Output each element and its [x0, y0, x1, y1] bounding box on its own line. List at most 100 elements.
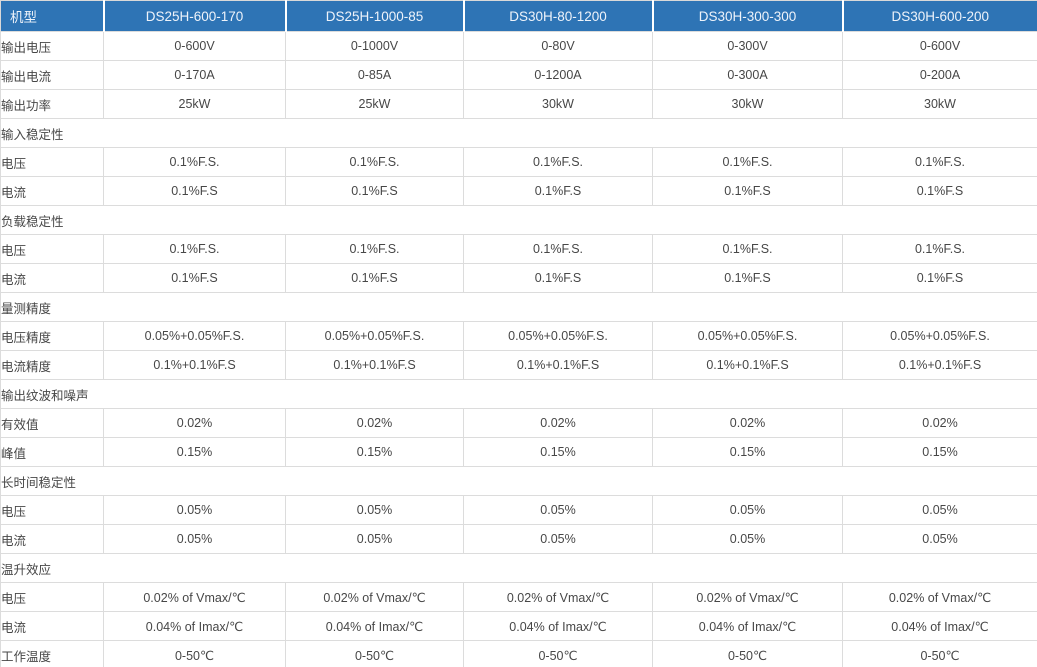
spec-value: 0.1%F.S.: [652, 147, 843, 177]
spec-value: 0.1%F.S: [463, 263, 653, 293]
row-label: 输出电流: [0, 60, 104, 90]
spec-value: 0.1%F.S: [842, 176, 1037, 206]
spec-value: 0.04% of Imax/℃: [463, 611, 653, 641]
spec-value: 0.1%F.S.: [285, 234, 464, 264]
row-label: 电流: [0, 176, 104, 206]
spec-value: 0.02%: [285, 408, 464, 438]
spec-value: 0.05%+0.05%F.S.: [652, 321, 843, 351]
spec-value: 0-50℃: [463, 640, 653, 667]
row-label: 电压精度: [0, 321, 104, 351]
section-label: 长时间稳定性: [0, 466, 1037, 496]
table-row: 输出电压 0-600V 0-1000V 0-80V 0-300V 0-600V: [0, 31, 1037, 61]
spec-table-body: 输出电压 0-600V 0-1000V 0-80V 0-300V 0-600V 输出电流 0-…: [0, 31, 1037, 667]
spec-value: 0.15%: [103, 437, 286, 467]
spec-value: 0.02%: [463, 408, 653, 438]
spec-value: 0.1%F.S.: [652, 234, 843, 264]
table-row: 电流 0.05% 0.05% 0.05% 0.05% 0.05%: [0, 524, 1037, 554]
spec-value: 0.02%: [652, 408, 843, 438]
spec-value: 0.1%F.S: [652, 176, 843, 206]
spec-value: 0.15%: [285, 437, 464, 467]
spec-value: 0.1%+0.1%F.S: [842, 350, 1037, 380]
spec-value: 0.05%: [463, 524, 653, 554]
table-row: 电流精度 0.1%+0.1%F.S 0.1%+0.1%F.S 0.1%+0.1%F.S…: [0, 350, 1037, 380]
table-row: 电流 0.1%F.S 0.1%F.S 0.1%F.S 0.1%F.S 0.1%F.S: [0, 263, 1037, 293]
row-label: 电压: [0, 495, 104, 525]
section-row: 输入稳定性: [0, 118, 1037, 148]
spec-value: 0.1%F.S.: [103, 234, 286, 264]
spec-value: 0.02%: [103, 408, 286, 438]
spec-value: 0-1000V: [285, 31, 464, 61]
section-row: 温升效应: [0, 553, 1037, 583]
spec-value: 0.04% of Imax/℃: [285, 611, 464, 641]
spec-value: 0.1%F.S: [842, 263, 1037, 293]
section-label: 温升效应: [0, 553, 1037, 583]
spec-value: 0.02% of Vmax/℃: [652, 582, 843, 612]
spec-value: 0.05%+0.05%F.S.: [285, 321, 464, 351]
table-row: 输出电流 0-170A 0-85A 0-1200A 0-300A 0-200A: [0, 60, 1037, 90]
spec-value: 0.1%F.S: [652, 263, 843, 293]
spec-table-header: 机型 DS25H-600-170 DS25H-1000-85 DS30H-80-…: [0, 0, 1037, 32]
spec-value: 0.1%F.S: [103, 176, 286, 206]
section-row: 长时间稳定性: [0, 466, 1037, 496]
row-label: 峰值: [0, 437, 104, 467]
spec-value: 0.02% of Vmax/℃: [842, 582, 1037, 612]
table-row: 电流 0.1%F.S 0.1%F.S 0.1%F.S 0.1%F.S 0.1%F.S: [0, 176, 1037, 206]
table-row: 有效值 0.02% 0.02% 0.02% 0.02% 0.02%: [0, 408, 1037, 438]
spec-value: 0.02%: [842, 408, 1037, 438]
spec-value: 0.1%F.S.: [463, 147, 653, 177]
spec-value: 0.04% of Imax/℃: [103, 611, 286, 641]
row-label: 电流: [0, 524, 104, 554]
spec-value: 0.05%: [103, 495, 286, 525]
row-label: 工作温度: [0, 640, 104, 667]
row-label: 输出电压: [0, 31, 104, 61]
spec-value: 0.05%: [652, 495, 843, 525]
spec-value: 0.04% of Imax/℃: [842, 611, 1037, 641]
table-row: 电压 0.1%F.S. 0.1%F.S. 0.1%F.S. 0.1%F.S. 0.1%F.…: [0, 234, 1037, 264]
spec-value: 0.1%F.S: [285, 263, 464, 293]
spec-value: 0.02% of Vmax/℃: [463, 582, 653, 612]
spec-value: 0-80V: [463, 31, 653, 61]
header-model-5: DS30H-600-200: [841, 0, 1037, 32]
header-model-4: DS30H-300-300: [651, 0, 843, 32]
spec-value: 0.1%F.S: [285, 176, 464, 206]
spec-value: 0-600V: [842, 31, 1037, 61]
spec-value: 0.05%+0.05%F.S.: [463, 321, 653, 351]
table-row: 电压 0.1%F.S. 0.1%F.S. 0.1%F.S. 0.1%F.S. 0.1%F.…: [0, 147, 1037, 177]
spec-value: 0-170A: [103, 60, 286, 90]
table-row: 电流 0.04% of Imax/℃ 0.04% of Imax/℃ 0.04% of…: [0, 611, 1037, 641]
section-row: 量测精度: [0, 292, 1037, 322]
spec-value: 0.1%+0.1%F.S: [285, 350, 464, 380]
spec-value: 0.15%: [842, 437, 1037, 467]
spec-value: 0.1%+0.1%F.S: [103, 350, 286, 380]
spec-value: 0.05%: [285, 495, 464, 525]
spec-value: 0-300A: [652, 60, 843, 90]
spec-value: 0.1%F.S: [463, 176, 653, 206]
spec-value: 0.1%+0.1%F.S: [652, 350, 843, 380]
spec-value: 0.15%: [463, 437, 653, 467]
section-label: 负载稳定性: [0, 205, 1037, 235]
spec-value: 0-200A: [842, 60, 1037, 90]
table-row: 电压精度 0.05%+0.05%F.S. 0.05%+0.05%F.S. 0.05%+…: [0, 321, 1037, 351]
spec-value: 25kW: [103, 89, 286, 119]
section-row: 输出纹波和噪声: [0, 379, 1037, 409]
spec-value: 0-1200A: [463, 60, 653, 90]
spec-value: 0-50℃: [652, 640, 843, 667]
row-label: 有效值: [0, 408, 104, 438]
spec-value: 0.02% of Vmax/℃: [103, 582, 286, 612]
spec-value: 0.1%+0.1%F.S: [463, 350, 653, 380]
spec-value: 0.04% of Imax/℃: [652, 611, 843, 641]
section-label: 量测精度: [0, 292, 1037, 322]
spec-value: 0-50℃: [103, 640, 286, 667]
spec-value: 0.05%: [652, 524, 843, 554]
spec-value: 30kW: [842, 89, 1037, 119]
spec-value: 25kW: [285, 89, 464, 119]
spec-value: 0.1%F.S.: [842, 234, 1037, 264]
spec-value: 0.1%F.S: [103, 263, 286, 293]
spec-value: 0.05%: [463, 495, 653, 525]
row-label: 输出功率: [0, 89, 104, 119]
row-label: 电压: [0, 234, 104, 264]
spec-value: 0.05%: [285, 524, 464, 554]
table-row: 输出功率 25kW 25kW 30kW 30kW 30kW: [0, 89, 1037, 119]
